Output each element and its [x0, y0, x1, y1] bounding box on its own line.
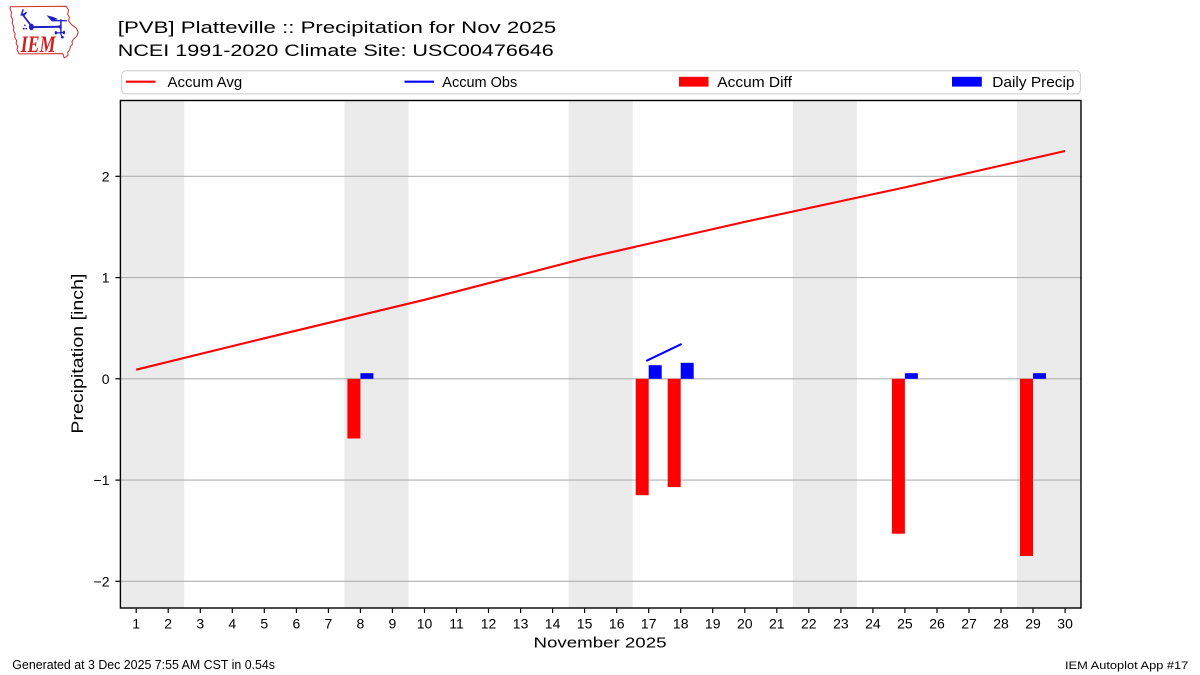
svg-text:27: 27 [961, 615, 977, 631]
svg-text:11: 11 [449, 615, 464, 631]
svg-text:30: 30 [1057, 615, 1073, 631]
svg-text:2: 2 [164, 615, 172, 631]
svg-text:3: 3 [196, 615, 204, 631]
svg-text:19: 19 [705, 615, 721, 631]
svg-text:Accum Avg: Accum Avg [168, 74, 243, 91]
svg-text:−1: −1 [94, 472, 110, 488]
svg-text:13: 13 [513, 615, 529, 631]
svg-text:29: 29 [1025, 615, 1041, 631]
svg-text:9: 9 [389, 615, 397, 631]
svg-text:IEM Autoplot App #17: IEM Autoplot App #17 [1065, 660, 1188, 672]
svg-text:1: 1 [102, 270, 110, 286]
svg-text:7: 7 [325, 615, 333, 631]
svg-text:8: 8 [357, 615, 365, 631]
svg-text:1: 1 [132, 615, 140, 631]
svg-text:12: 12 [481, 615, 497, 631]
svg-text:22: 22 [801, 615, 817, 631]
svg-text:Accum Diff: Accum Diff [717, 74, 792, 91]
svg-text:6: 6 [293, 615, 301, 631]
svg-text:Daily Precip: Daily Precip [992, 74, 1074, 91]
svg-text:24: 24 [865, 615, 881, 631]
svg-text:Generated at 3 Dec 2025 7:55 A: Generated at 3 Dec 2025 7:55 AM CST in 0… [12, 658, 275, 672]
svg-text:NCEI 1991-2020 Climate Site: U: NCEI 1991-2020 Climate Site: USC00476646 [118, 41, 554, 60]
svg-text:16: 16 [609, 615, 625, 631]
svg-text:0: 0 [102, 371, 110, 387]
svg-text:23: 23 [833, 615, 849, 631]
svg-text:[PVB] Platteville :: Precipita: [PVB] Platteville :: Precipitation for N… [118, 18, 557, 37]
svg-text:November 2025: November 2025 [534, 635, 667, 652]
svg-text:25: 25 [897, 615, 913, 631]
svg-text:26: 26 [929, 615, 945, 631]
svg-text:−2: −2 [94, 573, 110, 589]
svg-text:18: 18 [673, 615, 689, 631]
svg-text:IEM: IEM [20, 33, 56, 58]
svg-text:2: 2 [102, 168, 110, 184]
svg-text:5: 5 [260, 615, 268, 631]
svg-text:21: 21 [769, 615, 785, 631]
svg-text:15: 15 [577, 615, 593, 631]
svg-text:Accum Obs: Accum Obs [442, 74, 517, 91]
svg-text:28: 28 [993, 615, 1009, 631]
svg-text:17: 17 [641, 615, 657, 631]
svg-text:14: 14 [545, 615, 561, 631]
svg-text:4: 4 [228, 615, 236, 631]
svg-text:20: 20 [737, 615, 753, 631]
svg-text:10: 10 [417, 615, 433, 631]
svg-text:Precipitation [inch]: Precipitation [inch] [68, 274, 87, 434]
